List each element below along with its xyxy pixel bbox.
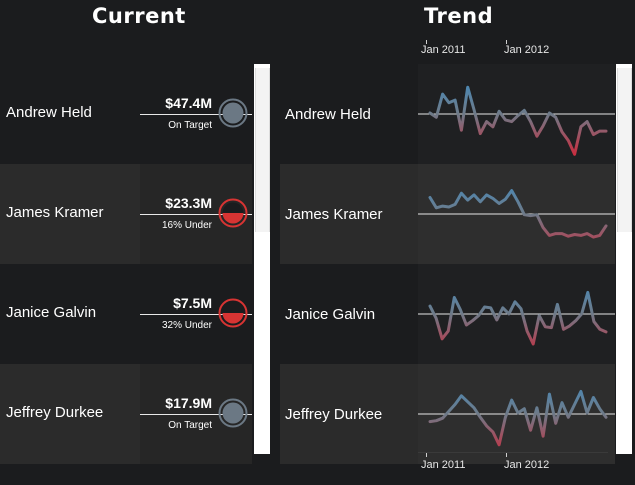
person-name: James Kramer <box>285 206 383 223</box>
person-name: Andrew Held <box>6 104 92 121</box>
axis-label: Jan 2011 <box>421 459 466 471</box>
person-row[interactable]: Andrew Held <box>280 64 615 164</box>
current-metric: $7.5M 32% Under <box>140 264 252 364</box>
current-value: $47.4M <box>165 95 212 111</box>
status-text: 32% Under <box>161 320 212 331</box>
current-header: Current <box>92 4 186 28</box>
gauge-fill <box>222 213 244 224</box>
gauge-fill <box>222 402 244 424</box>
current-panel: Andrew Held $47.4M On Target James Krame… <box>0 64 252 464</box>
trend-header: Trend <box>424 4 494 28</box>
person-name: James Kramer <box>6 204 104 221</box>
gauge-icon <box>218 198 248 228</box>
person-name: Janice Galvin <box>6 304 97 321</box>
gauge-fill <box>222 102 244 124</box>
person-row[interactable]: Janice Galvin <box>280 264 615 364</box>
trend-sparkline <box>418 164 615 264</box>
current-value: $17.9M <box>165 395 212 411</box>
gauge-fill <box>222 313 244 324</box>
time-axis-top: Jan 2011 Jan 2012 <box>418 40 608 65</box>
target-line <box>140 214 252 215</box>
person-name: Andrew Held <box>285 106 371 123</box>
gauge-ring <box>218 198 248 228</box>
scrollbar-thumb[interactable] <box>617 68 632 232</box>
gauge-ring <box>218 398 248 428</box>
trend-sparkline <box>418 364 615 464</box>
gauge-icon <box>218 398 248 428</box>
current-metric: $23.3M 16% Under <box>140 164 252 264</box>
target-line <box>140 314 252 315</box>
trend-sparkline <box>418 64 615 164</box>
status-text: 16% Under <box>161 220 212 231</box>
trend-line <box>428 390 608 447</box>
axis-tick <box>426 40 427 44</box>
target-line <box>140 414 252 415</box>
scrollbar-thumb[interactable] <box>255 68 270 232</box>
person-row[interactable]: Andrew Held $47.4M On Target <box>0 64 252 164</box>
axis-tick <box>426 453 427 457</box>
time-axis-bottom: Jan 2011 Jan 2012 <box>418 452 608 472</box>
gauge-ring <box>218 298 248 328</box>
status-text: On Target <box>168 120 212 131</box>
axis-label: Jan 2011 <box>421 44 466 56</box>
gauge-icon <box>218 298 248 328</box>
axis-tick <box>506 453 507 457</box>
person-row[interactable]: Jeffrey Durkee <box>280 364 615 464</box>
person-name: Jeffrey Durkee <box>6 404 104 421</box>
person-row[interactable]: James Kramer $23.3M 16% Under <box>0 164 252 264</box>
trend-line <box>428 189 608 239</box>
gauge-icon <box>218 98 248 128</box>
target-line <box>140 114 252 115</box>
current-metric: $47.4M On Target <box>140 64 252 164</box>
axis-label: Jan 2012 <box>504 459 550 471</box>
status-text: On Target <box>168 420 212 431</box>
right-scrollbar[interactable] <box>616 64 632 454</box>
person-row[interactable]: Jeffrey Durkee $17.9M On Target <box>0 364 252 464</box>
axis-tick <box>506 40 507 44</box>
axis-label: Jan 2012 <box>504 44 550 56</box>
current-value: $23.3M <box>165 195 212 211</box>
left-scrollbar[interactable] <box>254 64 270 454</box>
axis-line <box>418 452 608 453</box>
person-name: Janice Galvin <box>285 306 376 323</box>
trend-line <box>428 290 608 346</box>
trend-sparkline <box>418 264 615 364</box>
person-row[interactable]: Janice Galvin $7.5M 32% Under <box>0 264 252 364</box>
person-name: Jeffrey Durkee <box>285 406 383 423</box>
trend-line <box>428 85 608 156</box>
current-value: $7.5M <box>173 295 212 311</box>
gauge-ring <box>218 98 248 128</box>
person-row[interactable]: James Kramer <box>280 164 615 264</box>
trend-panel: Andrew Held James Kramer Janice Galvin J… <box>280 64 615 464</box>
current-metric: $17.9M On Target <box>140 364 252 464</box>
